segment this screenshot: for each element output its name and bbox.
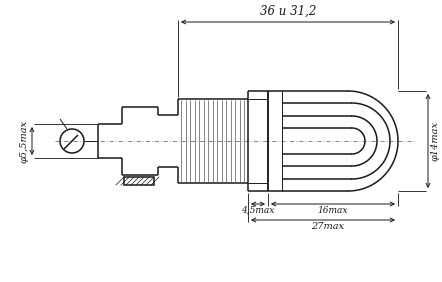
Text: φ14max: φ14max — [431, 121, 440, 161]
Text: 36 и 31,2: 36 и 31,2 — [260, 5, 316, 18]
Text: φ5,5max: φ5,5max — [20, 120, 29, 162]
Bar — [124, 177, 154, 185]
Text: 27max: 27max — [312, 222, 345, 231]
Text: 4,5max: 4,5max — [241, 206, 274, 215]
Text: 16max: 16max — [318, 206, 348, 215]
